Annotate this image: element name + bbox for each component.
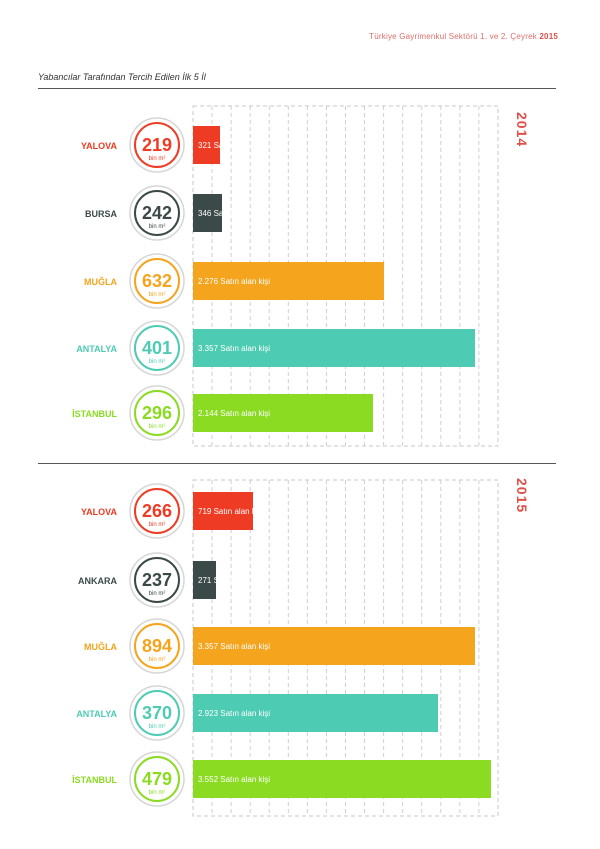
category-label: İSTANBUL <box>72 409 117 419</box>
data-bar <box>193 694 438 732</box>
chart-title: Yabancılar Tarafından Tercih Edilen İlk … <box>38 72 206 82</box>
area-value: 632 <box>142 271 172 291</box>
data-bar <box>193 760 491 798</box>
area-value: 370 <box>142 703 172 723</box>
category-label: YALOVA <box>81 141 118 151</box>
area-unit-label: bin m² <box>149 359 166 365</box>
category-label: MUĞLA <box>84 641 117 652</box>
badge-inner-ring <box>134 258 180 304</box>
data-bar <box>193 394 373 432</box>
data-bar <box>193 262 384 300</box>
bar-label: 271 Satın alan kişi <box>198 576 264 585</box>
data-bar <box>193 561 216 599</box>
area-unit-label: bin m² <box>149 591 166 597</box>
badge-inner-ring <box>134 690 180 736</box>
area-value: 894 <box>142 636 172 656</box>
category-label: MUĞLA <box>84 276 117 287</box>
title-rule <box>38 88 556 89</box>
category-label: ANTALYA <box>76 344 117 354</box>
area-value: 296 <box>142 403 172 423</box>
data-bar <box>193 329 475 367</box>
bar-label: 3.357 Satın alan kişi <box>198 642 270 651</box>
area-unit-label: bin m² <box>149 724 166 730</box>
category-label: ANKARA <box>78 576 117 586</box>
area-unit-label: bin m² <box>149 224 166 230</box>
page-header: Türkiye Gayrimenkul Sektörü 1. ve 2. Çey… <box>369 32 558 41</box>
data-bar <box>193 492 253 530</box>
data-bar <box>193 126 220 164</box>
badge-inner-ring <box>134 756 180 802</box>
bar-label: 321 Satın alan kişi <box>198 141 264 150</box>
data-bar <box>193 194 222 232</box>
bar-label: 2.276 Satın alan kişi <box>198 277 270 286</box>
area-value: 242 <box>142 203 172 223</box>
category-label: BURSA <box>85 209 118 219</box>
area-unit-label: bin m² <box>149 657 166 663</box>
bar-label: 2.923 Satın alan kişi <box>198 709 270 718</box>
bar-label: 346 Satın alan kişi <box>198 209 264 218</box>
badge-inner-ring <box>134 488 180 534</box>
data-bar <box>193 627 475 665</box>
badge-inner-ring <box>134 390 180 436</box>
area-value: 401 <box>142 338 172 358</box>
header-year: 2015 <box>539 32 558 41</box>
category-label: ANTALYA <box>76 709 117 719</box>
badge-inner-ring <box>134 122 180 168</box>
area-unit-label: bin m² <box>149 156 166 162</box>
section-divider <box>38 463 556 464</box>
badge-inner-ring <box>134 623 180 669</box>
bar-label: 719 Satın alan kişi <box>198 507 264 516</box>
badge-inner-ring <box>134 325 180 371</box>
category-label: YALOVA <box>81 507 118 517</box>
area-unit-label: bin m² <box>149 522 166 528</box>
area-value: 219 <box>142 135 172 155</box>
area-value: 237 <box>142 570 172 590</box>
bar-label: 3.552 Satın alan kişi <box>198 775 270 784</box>
bar-label: 2.144 Satın alan kişi <box>198 409 270 418</box>
area-unit-label: bin m² <box>149 790 166 796</box>
header-text: Türkiye Gayrimenkul Sektörü 1. ve 2. Çey… <box>369 32 537 41</box>
badge-inner-ring <box>134 557 180 603</box>
area-value: 479 <box>142 769 172 789</box>
area-unit-label: bin m² <box>149 292 166 298</box>
area-value: 266 <box>142 501 172 521</box>
badge-inner-ring <box>134 190 180 236</box>
bar-label: 3.357 Satın alan kişi <box>198 344 270 353</box>
category-label: İSTANBUL <box>72 775 117 785</box>
area-unit-label: bin m² <box>149 424 166 430</box>
